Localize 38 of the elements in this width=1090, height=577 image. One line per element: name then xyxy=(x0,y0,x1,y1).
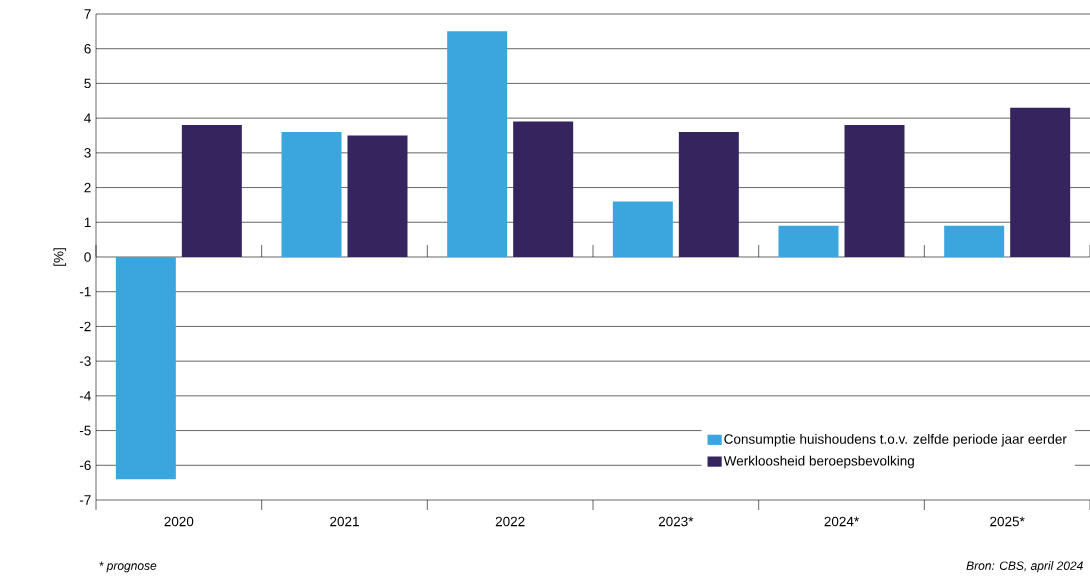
bar xyxy=(115,256,176,480)
bar xyxy=(612,201,673,257)
bar xyxy=(281,132,342,257)
text: * prognose xyxy=(99,561,157,573)
bar xyxy=(1010,107,1071,257)
y-tick-label: 3 xyxy=(84,148,91,158)
y-tick-label: 0 xyxy=(84,252,91,262)
y-tick-label: -6 xyxy=(79,460,91,471)
x-tick-label: 2022 xyxy=(495,516,525,527)
text: Bron: CBS, april 2024 xyxy=(966,561,1083,573)
y-tick-label: -5 xyxy=(79,425,91,436)
x-tick-label: 2024* xyxy=(824,516,859,527)
bar xyxy=(447,31,508,257)
x-tick-label: 2020 xyxy=(164,516,194,527)
y-tick-label: 5 xyxy=(84,78,91,89)
y-tick-label: -2 xyxy=(79,321,91,332)
bar xyxy=(347,135,408,257)
x-tick-label: 2021 xyxy=(330,516,359,527)
y-tick-label: 1 xyxy=(84,217,91,227)
legend-label: Consumptie huishoudens t.o.v. zelfde periode jaar eerder xyxy=(724,433,1067,447)
y-axis-title: [%] xyxy=(53,248,67,266)
y-tick-label: 7 xyxy=(84,9,91,19)
bar xyxy=(513,121,574,257)
x-tick-label: 2023* xyxy=(658,516,694,527)
x-tick-label: 2025* xyxy=(990,516,1025,527)
y-tick-label: 2 xyxy=(84,182,91,193)
y-tick-label: -1 xyxy=(79,287,91,297)
legend-label: Werkloosheid beroepsbevolking xyxy=(723,455,914,469)
y-tick-label: 4 xyxy=(84,113,91,123)
y-tick-label: -4 xyxy=(79,391,91,401)
bar xyxy=(944,225,1005,257)
bar xyxy=(678,132,739,257)
bar xyxy=(778,225,839,257)
y-tick-label: -7 xyxy=(79,495,91,505)
bar xyxy=(181,125,242,257)
y-tick-label: 6 xyxy=(84,43,91,54)
bar xyxy=(844,125,905,257)
y-tick-label: -3 xyxy=(79,356,91,366)
